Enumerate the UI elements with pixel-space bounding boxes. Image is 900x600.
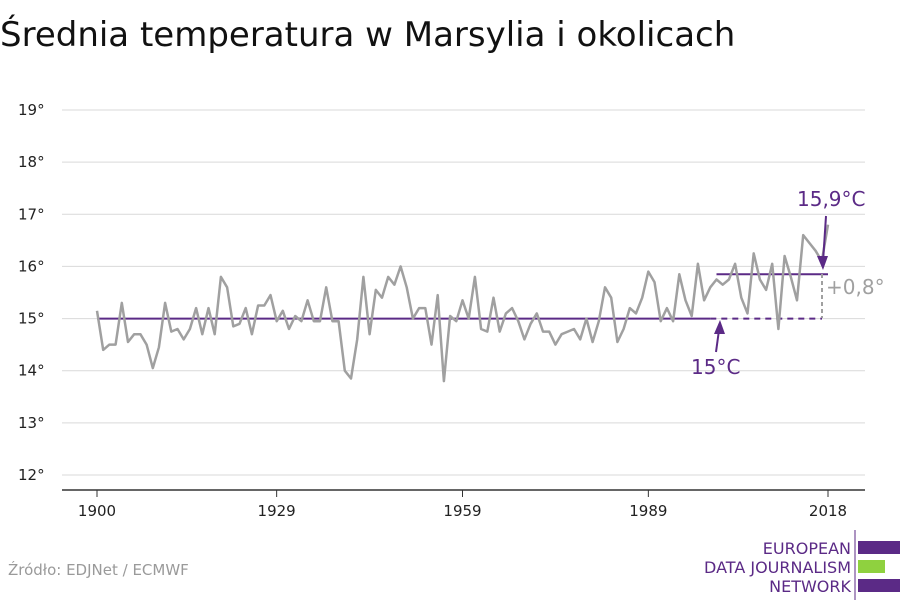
y-tick-label-15: 15° bbox=[18, 310, 45, 328]
x-tick-label-2018: 2018 bbox=[809, 502, 847, 520]
annotations: 15,9°C 15°C +0,8° bbox=[691, 187, 885, 379]
logo-bar-3 bbox=[858, 579, 900, 592]
y-tick-label-19: 19° bbox=[18, 101, 45, 119]
recent-label: 15,9°C bbox=[797, 187, 866, 211]
series-line-0 bbox=[95, 224, 830, 383]
logo-bar-1 bbox=[858, 541, 900, 554]
x-tick-label-1900: 1900 bbox=[78, 502, 116, 520]
y-tick-label-14: 14° bbox=[18, 362, 45, 380]
recent-arrow-line bbox=[822, 215, 827, 263]
y-tick-label-12: 12° bbox=[18, 466, 45, 484]
y-tick-label-18: 18° bbox=[18, 153, 45, 171]
y-tick-label-17: 17° bbox=[18, 205, 45, 223]
logo-line-3: NETWORK bbox=[769, 577, 851, 596]
source-note: Źródło: EDJNet / ECMWF bbox=[8, 560, 189, 579]
logo-line-2: DATA JOURNALISM bbox=[704, 558, 851, 577]
x-tick-label-1989: 1989 bbox=[629, 502, 667, 520]
difference-label: +0,8° bbox=[826, 275, 885, 299]
logo-bar-2 bbox=[858, 560, 885, 573]
x-axis: 1900 1929 1959 1989 2018 bbox=[62, 489, 865, 520]
logo: EUROPEAN DATA JOURNALISM NETWORK bbox=[704, 530, 900, 600]
baseline-label: 15°C bbox=[691, 355, 740, 379]
recent-arrow-head bbox=[817, 256, 828, 270]
baseline-arrow-head bbox=[714, 320, 725, 334]
series bbox=[95, 224, 830, 383]
chart-title: Średnia temperatura w Marsylia i okolica… bbox=[0, 14, 735, 55]
x-tick-label-1929: 1929 bbox=[258, 502, 296, 520]
logo-line-1: EUROPEAN bbox=[763, 539, 851, 558]
y-tick-label-13: 13° bbox=[18, 414, 45, 432]
grid bbox=[62, 109, 865, 476]
x-tick-label-1959: 1959 bbox=[443, 502, 481, 520]
y-axis: 12° 13° 14° 15° 16° 17° 18° 19° bbox=[18, 101, 45, 484]
y-tick-label-16: 16° bbox=[18, 257, 45, 275]
